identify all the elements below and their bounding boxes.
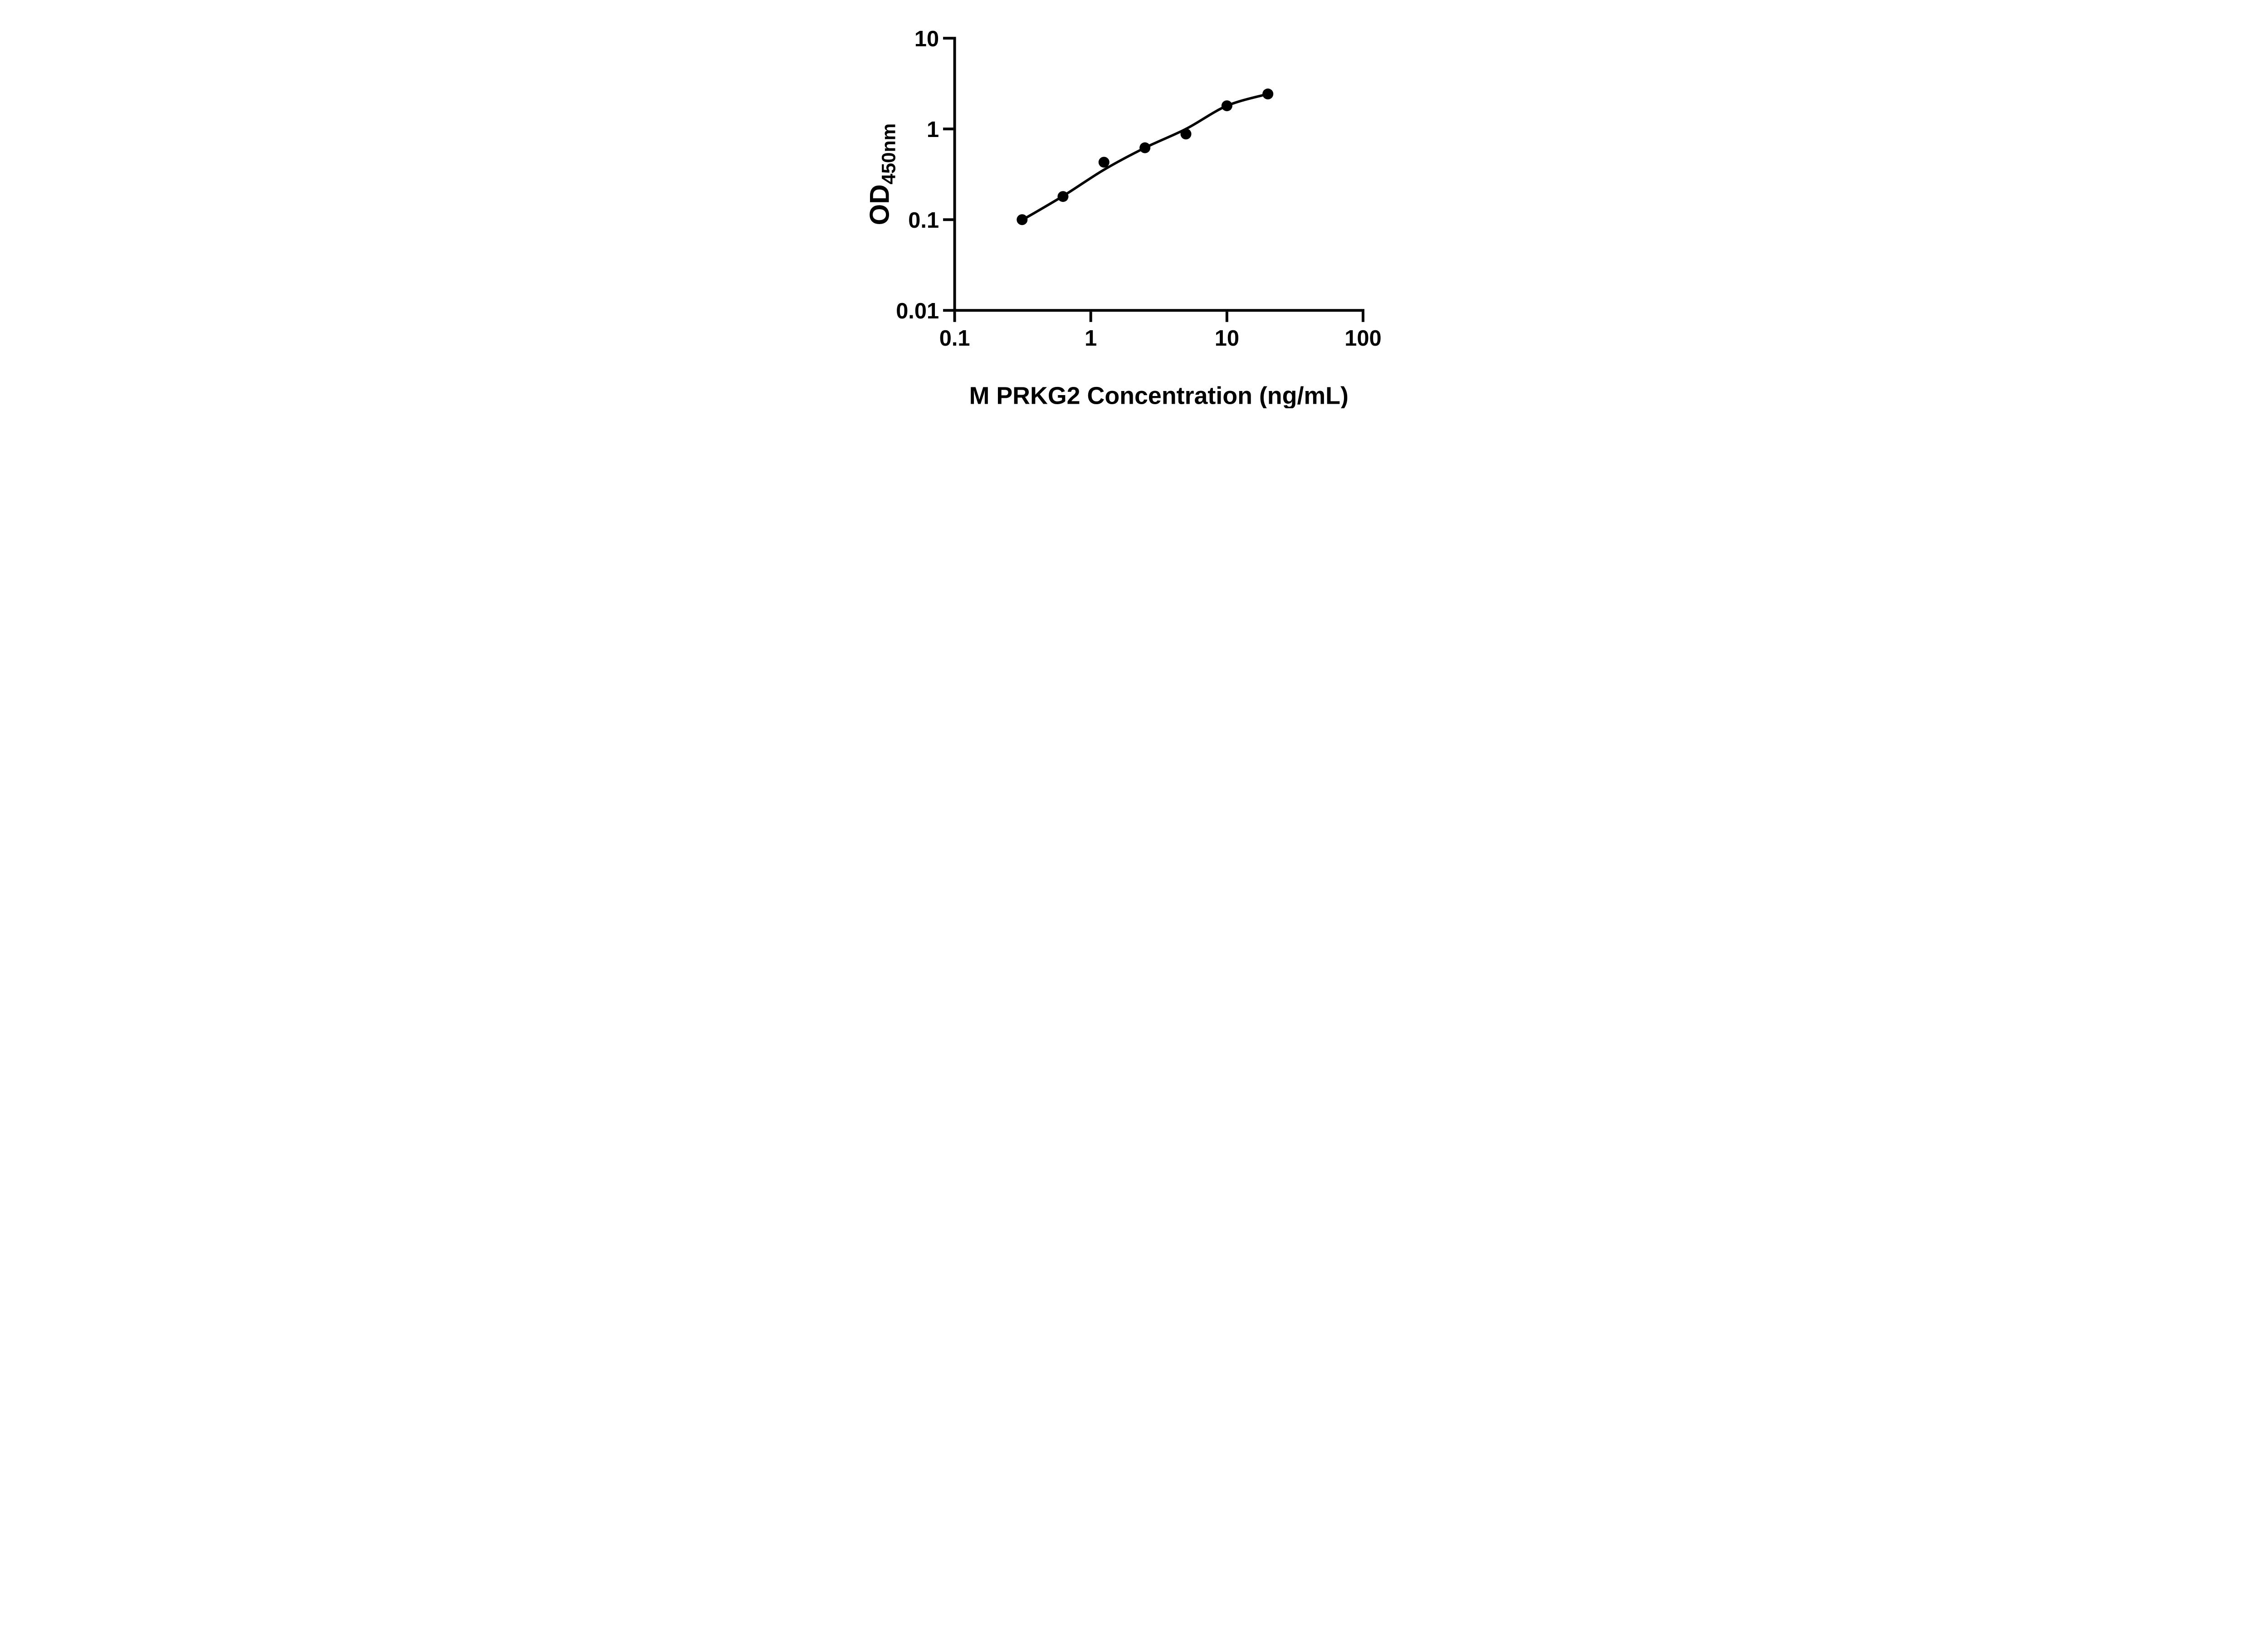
data-point-marker (1180, 128, 1192, 140)
y-axis-title-base: OD (865, 184, 895, 225)
y-axis-tick-labels: 10 1 0.1 0.01 (896, 27, 939, 323)
y-tick-label: 0.01 (896, 299, 939, 323)
data-point-marker (1221, 100, 1232, 112)
x-tick-label: 1 (1085, 326, 1097, 351)
axes (953, 37, 1364, 312)
x-axis-tick-labels: 0.1 1 10 100 (939, 326, 1382, 351)
y-axis-title: OD450nm (865, 123, 900, 225)
data-point-marker (1262, 88, 1274, 100)
y-tick-label: 10 (914, 27, 939, 51)
x-tick-label: 10 (1215, 326, 1239, 351)
y-tick-label: 1 (927, 117, 939, 142)
data-point-marker (1098, 156, 1110, 168)
data-point-marker (1139, 142, 1151, 153)
x-axis-ticks (953, 312, 1364, 322)
data-points (1017, 88, 1274, 225)
elisa-standard-curve-figure: 10 1 0.1 0.01 0.1 1 10 100 M PRKG2 Concentrati… (842, 0, 1426, 409)
fit-curve-path (1021, 93, 1269, 221)
x-tick-label: 0.1 (939, 326, 970, 351)
fit-curve (1021, 93, 1269, 221)
x-axis-title: M PRKG2 Concentration (ng/mL) (969, 382, 1349, 408)
y-axis-ticks (943, 37, 953, 312)
x-tick-label: 100 (1344, 326, 1381, 351)
data-point-marker (1057, 191, 1069, 202)
data-point-marker (1017, 214, 1028, 225)
y-tick-label: 0.1 (908, 208, 939, 233)
y-axis-title-subscript: 450nm (878, 123, 899, 185)
